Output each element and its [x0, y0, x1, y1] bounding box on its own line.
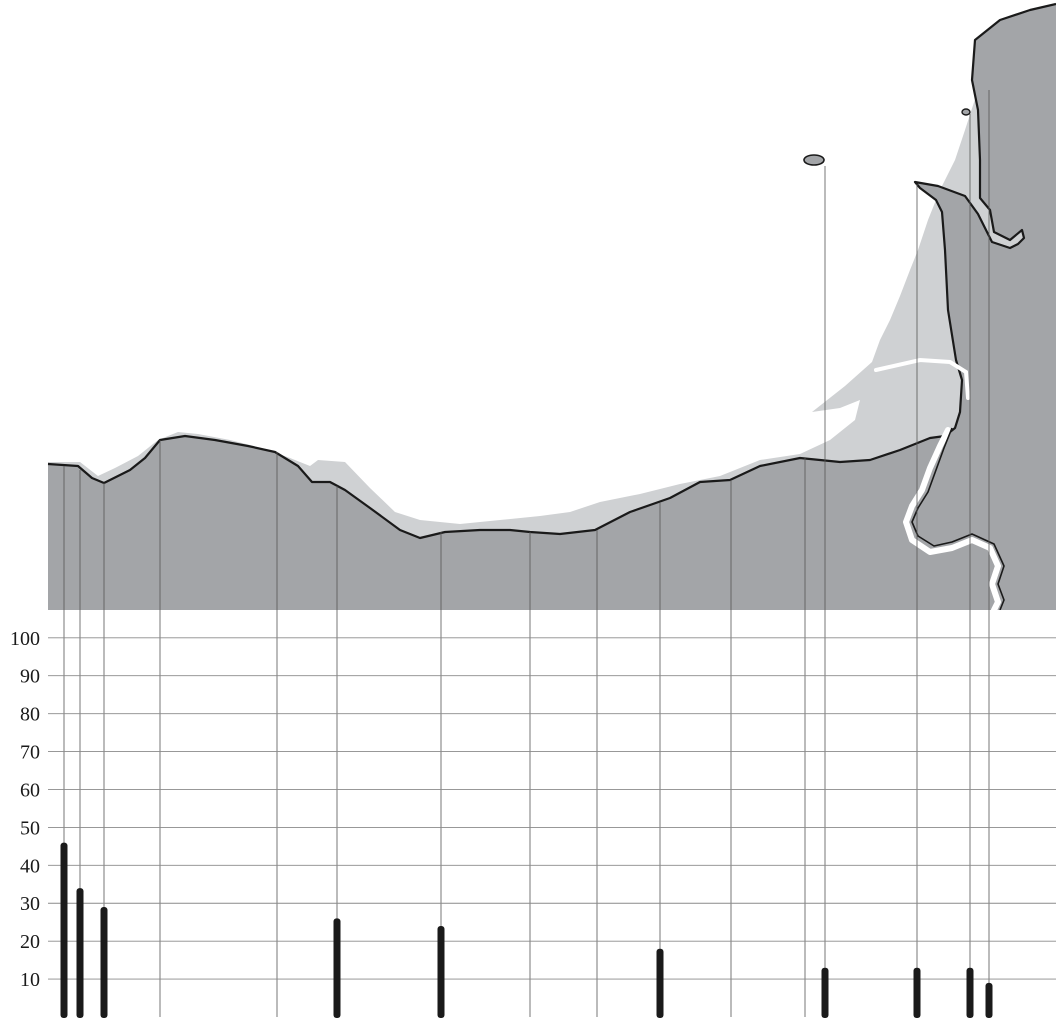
tidal-channel	[874, 357, 970, 400]
y-axis: 10 20 30 40 50 60 70 80 90 100	[10, 628, 40, 991]
y-tick-label: 10	[20, 969, 40, 991]
bar	[985, 982, 993, 1018]
y-tick-label: 70	[20, 742, 40, 764]
y-tick-label: 60	[20, 779, 40, 801]
guide-lines	[63, 90, 990, 1017]
y-tick-label: 40	[20, 855, 40, 877]
bar	[437, 925, 445, 1018]
bar	[333, 918, 341, 1018]
river-channel	[903, 427, 1001, 613]
river-channel-outline	[911, 427, 1005, 611]
bars	[60, 842, 993, 1018]
y-tick-label: 90	[20, 666, 40, 688]
y-tick-label: 80	[20, 704, 40, 726]
y-tick-label: 50	[20, 817, 40, 839]
bar	[76, 888, 84, 1018]
coastline-map	[47, 2, 1056, 613]
bar	[100, 907, 108, 1018]
bar	[966, 967, 974, 1018]
bar	[821, 967, 829, 1018]
y-tick-label: 100	[10, 628, 40, 650]
bar	[60, 842, 68, 1018]
chart-panel	[0, 610, 1056, 1018]
y-tick-label: 30	[20, 893, 40, 915]
bar	[656, 948, 664, 1018]
island	[803, 154, 825, 166]
islet	[961, 108, 971, 116]
bar	[913, 967, 921, 1018]
horizontal-gridlines	[48, 637, 1056, 980]
coastline	[47, 2, 1056, 540]
y-tick-label: 20	[20, 931, 40, 953]
